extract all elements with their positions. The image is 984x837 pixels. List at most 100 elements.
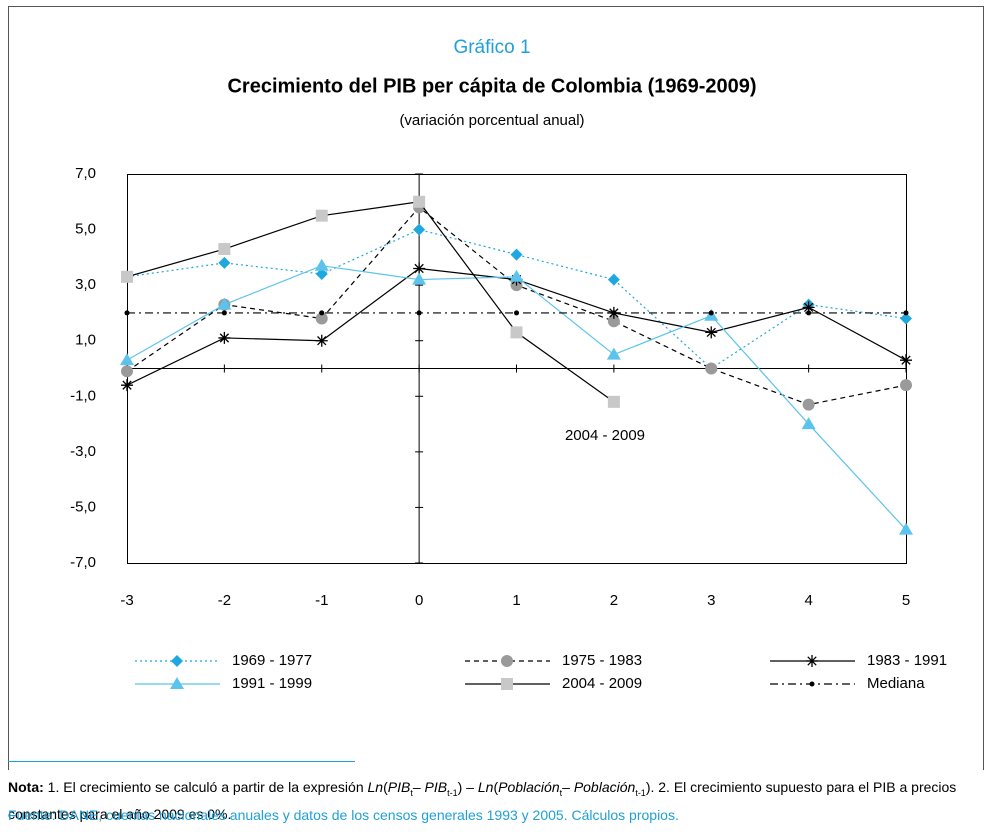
note-text: 1. El crecimiento se calculó a partir de… [8,779,956,822]
marker [412,272,427,285]
note-label: Nota: [8,779,44,795]
note-part: Población [498,779,560,795]
chart-title: Crecimiento del PIB per cápita de Colomb… [227,75,756,97]
x-tick-label: -3 [120,592,133,609]
marker [501,678,513,690]
chart-label: Gráfico 1 [453,37,530,58]
marker [413,262,426,275]
marker [809,681,815,687]
note: Nota: 1. El crecimiento se calculó a par… [8,777,984,825]
marker [607,273,620,286]
marker [501,655,513,667]
source: Fuente: DANE, cuentas nacionales anuales… [8,807,679,823]
legend-label: 1991 - 1999 [232,675,312,692]
marker [510,326,523,339]
note-part: Ln [367,779,384,795]
marker [611,310,617,316]
note-part: t-1 [447,787,458,798]
x-tick-label: 2 [610,592,618,609]
note-part: ( [383,779,388,795]
y-tick-label: 5,0 [75,221,96,238]
y-tick-label: -1,0 [70,387,96,404]
note-part: Ln [477,779,494,795]
marker [801,417,816,430]
marker [314,258,329,271]
marker [413,223,426,236]
y-tick-label: -5,0 [70,498,96,515]
marker [218,331,231,344]
marker [899,522,913,535]
marker [416,310,422,316]
marker [708,310,714,316]
note-part: ). 2. El crecimiento supuesto para el PI… [8,779,957,822]
marker [315,268,328,281]
marker [221,310,227,316]
marker [121,365,133,378]
x-tick-label: -1 [315,592,328,609]
legend-label: 1983 - 1991 [867,652,947,669]
marker [217,297,232,310]
y-tick-label: -7,0 [70,554,96,571]
note-part: ( [493,779,499,795]
note-part: – [412,779,425,795]
marker [802,301,815,314]
marker [510,248,523,261]
legend-label: 1975 - 1983 [562,652,642,669]
note-part: t-1 [635,787,646,798]
annotation: 2004 - 2009 [565,427,645,444]
marker [806,655,818,667]
y-tick-label: 7,0 [75,165,96,182]
marker [319,310,325,316]
marker [903,310,909,316]
marker [806,310,812,316]
marker [705,362,718,375]
marker [802,398,815,411]
x-tick-label: -2 [218,592,231,609]
note-part: Población [573,779,636,795]
note-part: ) – [457,779,478,795]
series-line [126,201,615,403]
x-tick-label: 4 [804,592,812,609]
marker [315,209,328,222]
marker [413,195,426,208]
marker [315,334,328,347]
y-tick-label: 1,0 [75,332,96,349]
note-part: t [410,787,413,798]
marker [705,326,718,339]
note-part: – [562,779,574,795]
x-tick-label: 1 [512,592,520,609]
marker [120,353,134,366]
legend-label: 1969 - 1977 [232,652,312,669]
marker [900,312,912,325]
marker [124,310,130,316]
marker [315,312,328,325]
marker [218,243,231,256]
y-tick-label: -3,0 [70,443,96,460]
marker [218,256,231,269]
marker [121,270,133,283]
note-part: PIB [387,779,411,795]
note-part: PIB [424,779,448,795]
note-part: t [559,787,563,798]
marker [900,354,912,367]
series-line [126,206,907,406]
legend-label: Mediana [867,675,925,692]
marker [509,269,524,282]
chart: Gráfico 1 Crecimiento del PIB per cápita… [8,6,984,770]
marker [900,379,912,392]
marker [121,379,133,392]
marker [607,395,620,408]
chart-subtitle: (variación porcentual anual) [399,112,584,129]
marker [171,655,183,667]
marker [606,347,621,360]
x-tick-label: 0 [415,592,423,609]
y-tick-label: 3,0 [75,276,96,293]
marker [514,310,519,316]
note-part: 1. El crecimiento se calculó a partir de… [47,779,368,795]
x-tick-label: 3 [707,592,715,609]
legend-label: 2004 - 2009 [562,675,642,692]
marker [607,315,620,328]
series-line [126,228,907,370]
marker [170,677,184,689]
